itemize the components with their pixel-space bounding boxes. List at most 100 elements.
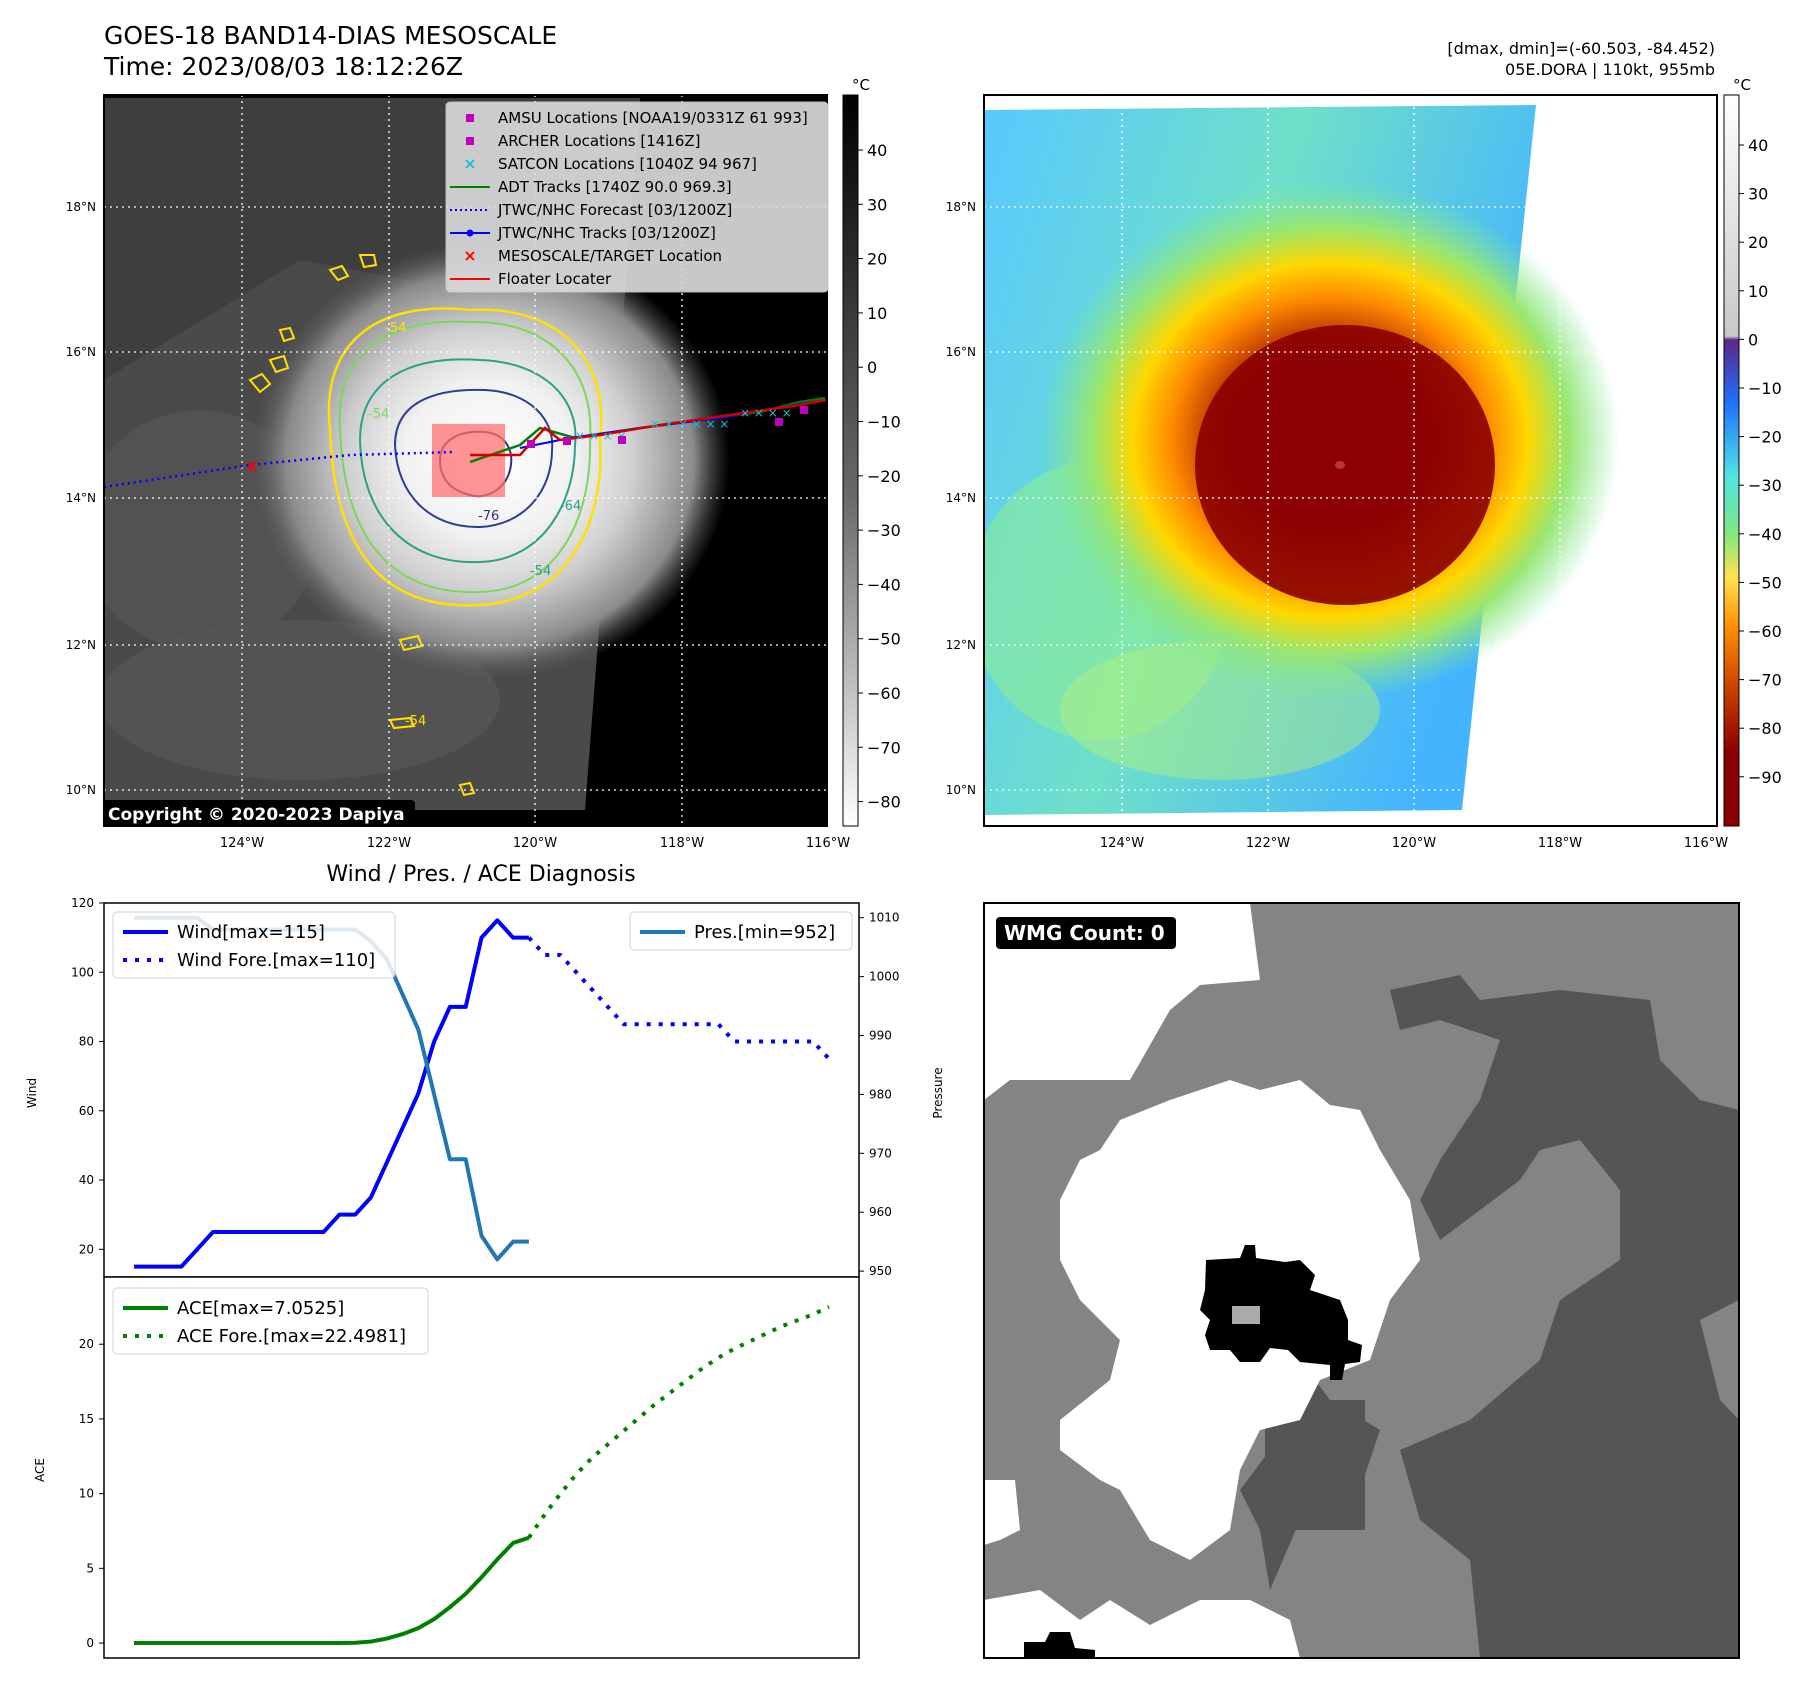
y-tick-label: 20 (79, 1242, 94, 1256)
legend-x-icon: × (463, 154, 476, 173)
amsu-archer-markers (527, 406, 808, 448)
legend-label: Pres.[min=952] (694, 922, 835, 943)
y-tick-label: 20 (79, 1337, 94, 1351)
legend-label: SATCON Locations [1040Z 94 967] (498, 155, 757, 173)
legend-label: AMSU Locations [NOAA19/0331Z 61 993] (498, 109, 808, 127)
wmg-panel: WMG Count: 0 (983, 902, 1740, 1659)
svg-text:× × × ×: × × × × (575, 429, 627, 443)
grayscale-colorbar: °C 40 30 20 10 0 −10 −20 −30 −40 −50 −60 −70 −80 (842, 76, 901, 827)
y2-tick-label: 990 (869, 1029, 892, 1043)
y-tick-label: 40 (79, 1173, 94, 1187)
legend-label: ACE Fore.[max=22.4981] (177, 1326, 406, 1347)
legend-label: Floater Locater (498, 270, 612, 288)
colorbar-tick-label: 40 (1748, 136, 1768, 155)
legend-label: JTWC/NHC Tracks [03/1200Z] (497, 224, 716, 242)
map2-frame (983, 94, 1718, 827)
y2-tick-label: 970 (869, 1146, 892, 1160)
wmg-frame (983, 902, 1740, 1659)
legend-label: Wind[max=115] (177, 922, 325, 943)
diagnosis-title: Wind / Pres. / ACE Diagnosis (326, 862, 635, 887)
colorbar-tick-label: −90 (1748, 768, 1782, 787)
legend-square-icon (466, 114, 474, 122)
colorbar-unit: °C (1733, 76, 1751, 94)
chart-legend: Pres.[min=952] (629, 911, 853, 951)
y2-tick-label: 980 (869, 1087, 892, 1101)
colorbar-tick-label: −70 (1748, 671, 1782, 690)
y-tick-label: 5 (86, 1561, 94, 1575)
colorbar-tick-label: 0 (867, 358, 877, 377)
legend-label: Wind Fore.[max=110] (177, 950, 375, 971)
satcon-markers: × × × × × × × × × × × × × × (575, 406, 792, 443)
colorbar-tick-label: 40 (867, 141, 887, 160)
wmg-eye-cluster (1200, 1245, 1362, 1380)
contour-label: -64 (560, 499, 581, 514)
colorbar-tick-label: −50 (867, 630, 901, 649)
colorbar-tick-label: −40 (1748, 525, 1782, 544)
colorbar-tick-label: 10 (867, 304, 887, 323)
colorbar-tick-label: −60 (867, 684, 901, 703)
colorbar-tick-label: −60 (1748, 622, 1782, 641)
map2-lat-label: 14°N (946, 491, 976, 505)
legend-label: JTWC/NHC Forecast [03/1200Z] (497, 201, 732, 219)
color-map-panel: 18°N 16°N 14°N 12°N 10°N 124°W 122°W 120… (946, 94, 1728, 851)
mesoscale-box (432, 424, 505, 497)
legend-entry: JTWC/NHC Forecast [03/1200Z] (450, 201, 732, 219)
colorbar-tick-label: −20 (867, 467, 901, 486)
y-tick-label: 15 (79, 1412, 94, 1426)
ace-chart: 0 5 10 15 20 ACE[max=7.0525] ACE Fore.[max=22.… (79, 1276, 860, 1659)
legend-x-icon: × (463, 246, 476, 265)
svg-text:× × × ×: × × × × (740, 406, 792, 420)
grayscale-map-panel: -54 -54 -76 -64 -54 -54 (66, 94, 850, 851)
contour-label: -76 (478, 509, 499, 524)
map2-lon-label: 118°W (1538, 836, 1582, 851)
map2-lon-label: 124°W (1100, 836, 1144, 851)
map1-lat-label: 16°N (66, 345, 96, 359)
colorbar-tick-label: −80 (867, 793, 901, 812)
y-tick-label: 100 (71, 965, 94, 979)
colorbar-tick-label: 30 (867, 195, 887, 214)
colorbar-tick-label: 20 (867, 250, 887, 269)
contour-label: -54 (405, 714, 426, 729)
legend-label: ADT Tracks [1740Z 90.0 969.3] (498, 178, 732, 196)
legend-label: ACE[max=7.0525] (177, 1298, 344, 1319)
map2-lon-label: 120°W (1392, 836, 1436, 851)
y2-tick-label: 1000 (869, 970, 900, 984)
y2-tick-label: 950 (869, 1264, 892, 1278)
contour-label: -54 (368, 407, 389, 422)
colorbar-tick-label: −10 (1748, 379, 1782, 398)
figure-title: GOES-18 BAND14-DIAS MESOSCALE (104, 21, 557, 50)
wind-axis-label: Wind (25, 1078, 39, 1108)
pressure-axis-label: Pressure (931, 1067, 945, 1118)
map1-lat-label: 18°N (66, 200, 96, 214)
map2-lat-label: 16°N (946, 345, 976, 359)
map2-lat-label: 10°N (946, 783, 976, 797)
colorbar-unit: °C (852, 76, 870, 94)
contour-yellow (327, 307, 603, 607)
colorbar-tick-label: −80 (1748, 719, 1782, 738)
colorbar-tick-label: −70 (867, 738, 901, 757)
target-location-marker: × (244, 456, 259, 477)
colorbar-tick-label: −10 (867, 413, 901, 432)
dmax-dmin-label: [dmax, dmin]=(-60.503, -84.452) (1447, 39, 1715, 58)
y2-tick-label: 960 (869, 1205, 892, 1219)
map1-lat-label: 14°N (66, 491, 96, 505)
legend-label: ARCHER Locations [1416Z] (498, 132, 701, 150)
wmg-count-label: WMG Count: 0 (1004, 921, 1165, 945)
legend-entry: ADT Tracks [1740Z 90.0 969.3] (450, 178, 732, 196)
map1-lon-label: 122°W (367, 836, 411, 851)
storm-eye (1335, 461, 1345, 469)
map2-lat-label: 12°N (946, 638, 976, 652)
figure-time: Time: 2023/08/03 18:12:26Z (103, 52, 463, 81)
map1-lon-label: 124°W (220, 836, 264, 851)
map2-lon-label: 122°W (1246, 836, 1290, 851)
legend-entry: Floater Locater (450, 270, 612, 288)
legend-entry: × SATCON Locations [1040Z 94 967] (463, 154, 757, 173)
y-tick-label: 60 (79, 1104, 94, 1118)
chart-legend: ACE[max=7.0525] ACE Fore.[max=22.4981] (112, 1287, 429, 1355)
y-tick-label: 120 (71, 896, 94, 910)
map-legend: AMSU Locations [NOAA19/0331Z 61 993] ARCH… (445, 101, 829, 293)
storm-info-label: 05E.DORA | 110kt, 955mb (1505, 60, 1715, 79)
map1-lon-label: 116°W (806, 836, 850, 851)
colorbar-tick-label: 20 (1748, 233, 1768, 252)
